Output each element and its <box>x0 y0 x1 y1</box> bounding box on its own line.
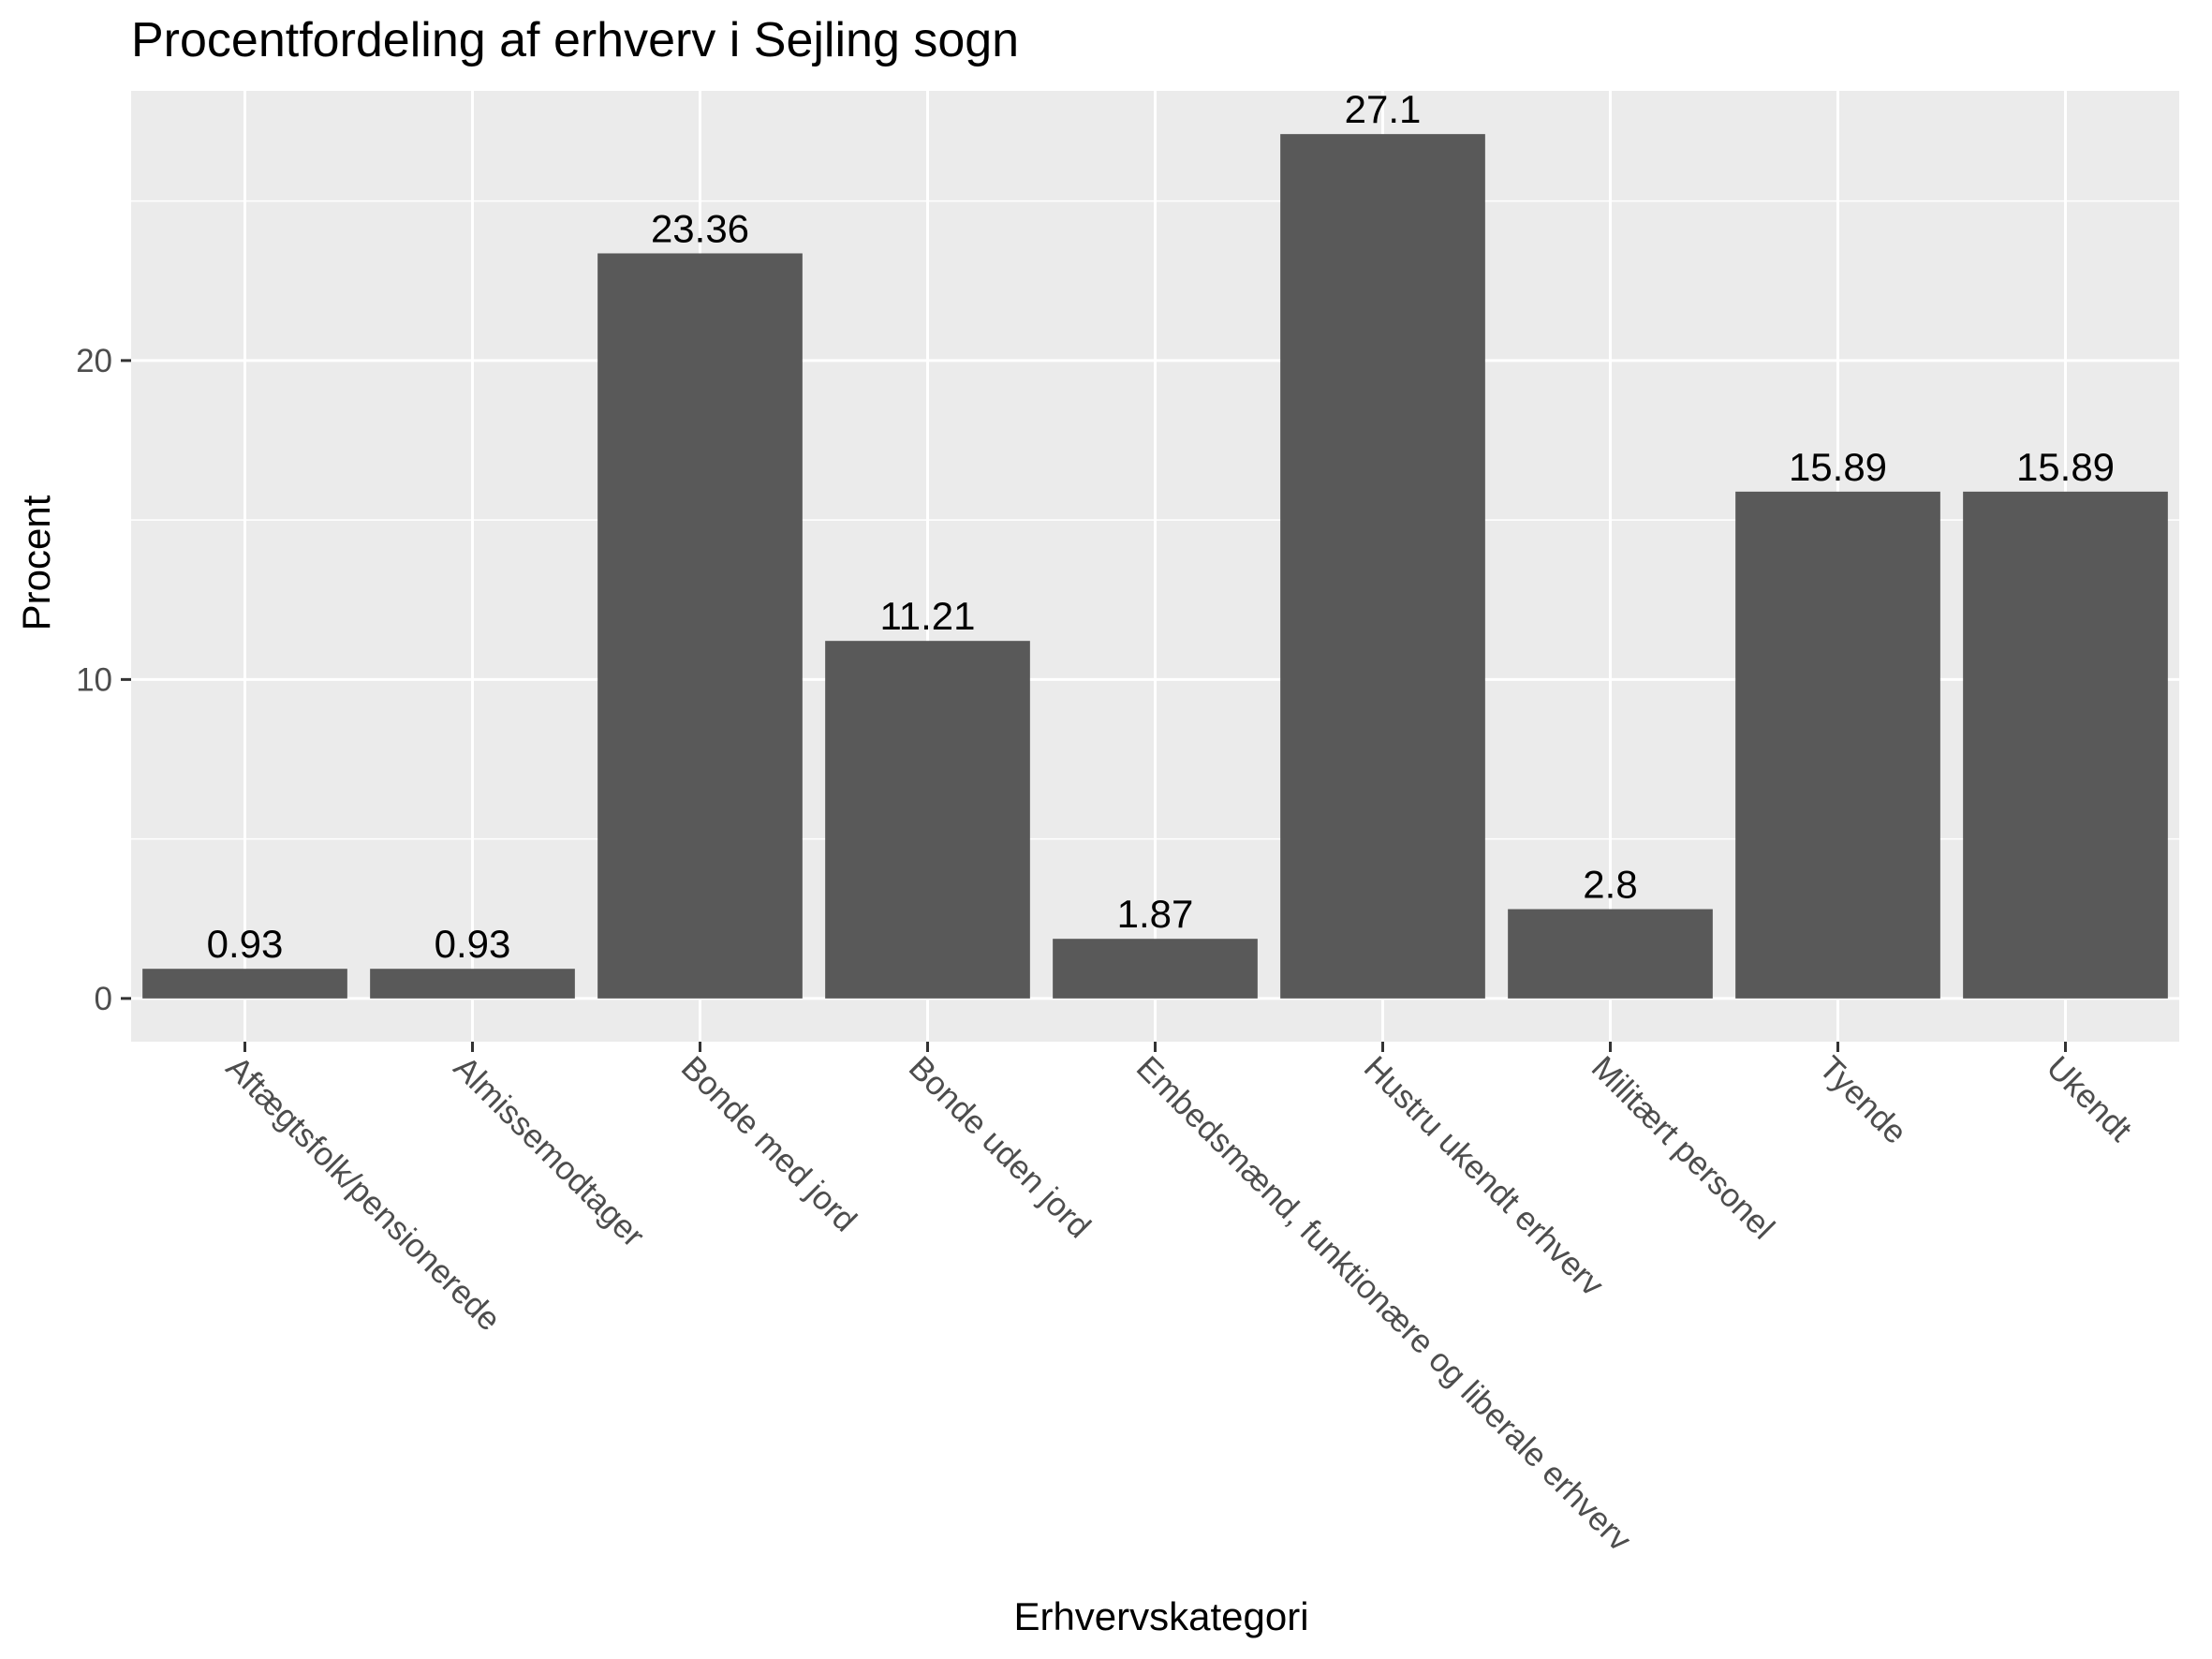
bars <box>142 134 2168 999</box>
y-tick-label: 20 <box>76 343 112 379</box>
y-tick-label: 0 <box>95 981 112 1017</box>
bar-value-label: 23.36 <box>651 206 749 250</box>
bar-value-label: 2.8 <box>1583 863 1637 907</box>
bar-value-label: 0.93 <box>207 922 284 966</box>
x-tick-label: Tyende <box>1812 1049 1914 1151</box>
bar <box>1963 491 2168 999</box>
y-axis: 0 10 20 <box>76 343 131 1017</box>
bar-value-label: 0.93 <box>435 922 511 966</box>
bar-value-label: 11.21 <box>880 594 976 638</box>
bar <box>1508 909 1713 999</box>
bar <box>1280 134 1485 999</box>
bar <box>597 253 803 999</box>
y-tick-label: 10 <box>76 661 112 698</box>
bar <box>825 641 1030 999</box>
x-axis-title: Erhvervskategori <box>1013 1594 1308 1638</box>
x-tick-label: Ukendt <box>2040 1049 2139 1148</box>
x-tick-label: Almissemodtager <box>447 1049 652 1254</box>
bar-value-labels: 0.93 0.93 23.36 11.21 1.87 27.1 2.8 15.89 15.89 <box>207 87 2115 966</box>
bar <box>1053 939 1258 999</box>
bar <box>1735 491 1940 999</box>
x-tick-label: Bonde med jord <box>674 1049 863 1238</box>
bar <box>370 969 575 999</box>
x-tick-label: Militært personel <box>1585 1049 1782 1247</box>
x-tick-label: Embedsmænd, funktionære og liberale erhv… <box>1129 1049 1639 1559</box>
bar <box>142 969 347 999</box>
bar-value-label: 27.1 <box>1345 87 1422 131</box>
bar-value-label: 1.87 <box>1117 892 1194 936</box>
chart-title: Procentfordeling af erhverv i Sejling so… <box>131 13 1019 67</box>
x-tick-label: Hustru ukendt erhverv <box>1357 1049 1611 1303</box>
x-tick-label: Bonde uden jord <box>902 1049 1098 1245</box>
bar-value-label: 15.89 <box>1789 445 1887 489</box>
bar-value-label: 15.89 <box>2016 445 2115 489</box>
y-axis-title: Procent <box>14 495 58 630</box>
